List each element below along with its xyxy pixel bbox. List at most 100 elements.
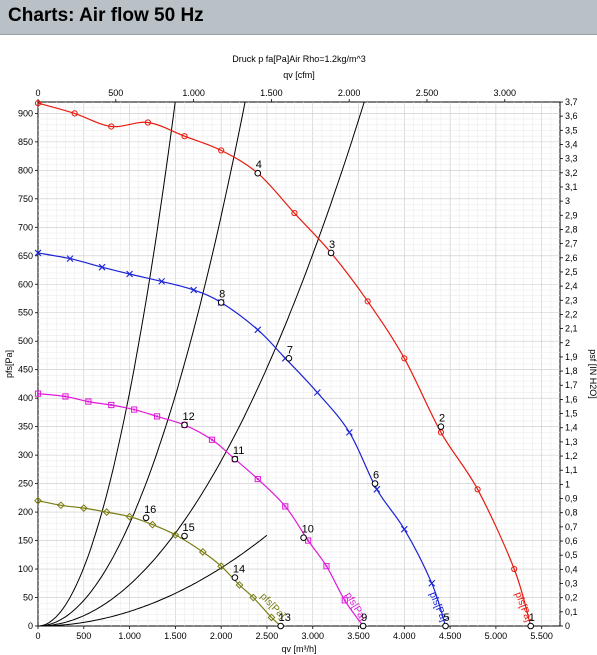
y-tick-label: 200 <box>18 507 33 517</box>
y-tick-label: 800 <box>18 165 33 175</box>
data-point-dot <box>343 599 346 602</box>
data-point <box>305 537 312 544</box>
y2-tick-label: 0,2 <box>565 593 578 603</box>
data-point <box>71 110 78 117</box>
system-curve <box>38 102 365 626</box>
data-point <box>108 401 115 409</box>
data-point <box>144 119 151 126</box>
operating-point <box>217 299 225 306</box>
operating-point-label: 8 <box>219 288 225 300</box>
y2-tick-label: 1,3 <box>565 437 578 447</box>
top-tick-label: 500 <box>108 88 123 98</box>
data-point <box>235 581 244 589</box>
y-tick-label: 100 <box>18 564 33 574</box>
top-axis-title: qv [cfm] <box>283 70 315 80</box>
y-tick-label: 850 <box>18 137 33 147</box>
data-point-dot <box>325 565 328 568</box>
operating-point-label: 2 <box>439 413 445 425</box>
operating-point <box>327 249 335 257</box>
data-point <box>181 133 188 140</box>
data-point-dot <box>211 438 213 441</box>
data-point <box>148 520 157 529</box>
y2-tick-label: 1 <box>565 479 570 489</box>
data-point-dot <box>110 404 113 407</box>
data-point <box>126 270 133 278</box>
operating-point-label: 4 <box>256 159 262 171</box>
data-point <box>401 355 408 362</box>
y2-axis-title: psf [IN H2O] <box>588 349 597 399</box>
y-axis-title: pfs[Pa] <box>4 350 14 378</box>
data-point <box>34 249 42 257</box>
data-point <box>428 579 436 587</box>
data-point-dot <box>133 408 136 411</box>
y2-tick-label: 3,2 <box>565 168 578 178</box>
data-point <box>102 508 111 516</box>
y2-tick-label: 0,8 <box>565 508 578 518</box>
data-point <box>282 503 289 510</box>
y2-tick-label: 3 <box>565 196 570 206</box>
x-tick-label: 2.500 <box>256 631 279 641</box>
data-point <box>345 428 353 436</box>
system-curve <box>38 534 268 626</box>
operating-point-label: 9 <box>361 612 367 624</box>
x-tick-label: 1.500 <box>164 631 187 641</box>
y2-tick-label: 2,1 <box>565 324 578 334</box>
data-point <box>62 393 69 400</box>
data-point <box>364 298 371 305</box>
y-tick-label: 700 <box>18 222 33 232</box>
y-tick-label: 900 <box>18 108 33 118</box>
data-point <box>291 209 298 217</box>
y2-tick-label: 1,8 <box>565 366 578 376</box>
operating-point <box>254 169 262 177</box>
operating-point-label: 11 <box>233 445 244 457</box>
data-point <box>218 147 225 154</box>
title-bar: Charts: Air flow 50 Hz <box>0 0 597 35</box>
y2-tick-label: 0,5 <box>565 550 578 560</box>
data-point <box>98 263 106 271</box>
y2-tick-label: 0 <box>565 621 570 631</box>
y2-tick-label: 1,2 <box>565 451 578 461</box>
operating-point <box>231 455 239 463</box>
data-point <box>34 496 42 505</box>
page-title: Charts: Air flow 50 Hz <box>8 5 204 26</box>
data-point <box>341 597 348 604</box>
data-point <box>313 389 321 396</box>
x-tick-label: 4.000 <box>393 631 416 641</box>
y-tick-label: 750 <box>18 194 33 204</box>
y2-tick-label: 2,9 <box>565 210 578 220</box>
top-tick-label: 1.500 <box>260 88 283 98</box>
operating-point-label: 15 <box>183 522 195 534</box>
operating-point-label: 10 <box>302 524 314 536</box>
x-tick-label: 500 <box>76 631 91 641</box>
operating-point-label: 5 <box>444 612 450 624</box>
operating-point-label: 3 <box>329 239 335 251</box>
x-tick-label: 2.000 <box>210 631 233 641</box>
y2-tick-label: 3,7 <box>565 97 578 107</box>
y2-tick-label: 1,9 <box>565 352 578 362</box>
operating-point <box>442 622 449 630</box>
operating-point-label: 6 <box>373 470 379 482</box>
data-point <box>34 390 42 397</box>
operating-point-label: 7 <box>287 344 293 356</box>
data-point <box>108 123 115 130</box>
operating-point <box>181 532 188 540</box>
operating-point-label: 12 <box>183 411 195 423</box>
top-tick-label: 0 <box>35 88 40 98</box>
y2-tick-label: 2,6 <box>565 253 578 263</box>
operating-point <box>231 574 239 581</box>
data-point <box>254 475 261 483</box>
x-tick-label: 5.000 <box>485 631 508 641</box>
x-axis-title: qv [m³/h] <box>281 644 316 654</box>
system-curve <box>38 102 246 626</box>
y2-tick-label: 3,6 <box>565 111 578 121</box>
x-tick-label: 5.500 <box>530 631 553 641</box>
data-point <box>249 593 258 602</box>
y-tick-label: 0 <box>28 621 33 631</box>
operating-point <box>300 534 307 542</box>
data-point-dot <box>37 392 39 395</box>
operating-point <box>181 421 188 429</box>
operating-point <box>285 355 293 362</box>
y-tick-label: 550 <box>18 308 33 318</box>
data-point-dot <box>87 400 90 403</box>
y2-tick-label: 0,7 <box>565 522 578 532</box>
